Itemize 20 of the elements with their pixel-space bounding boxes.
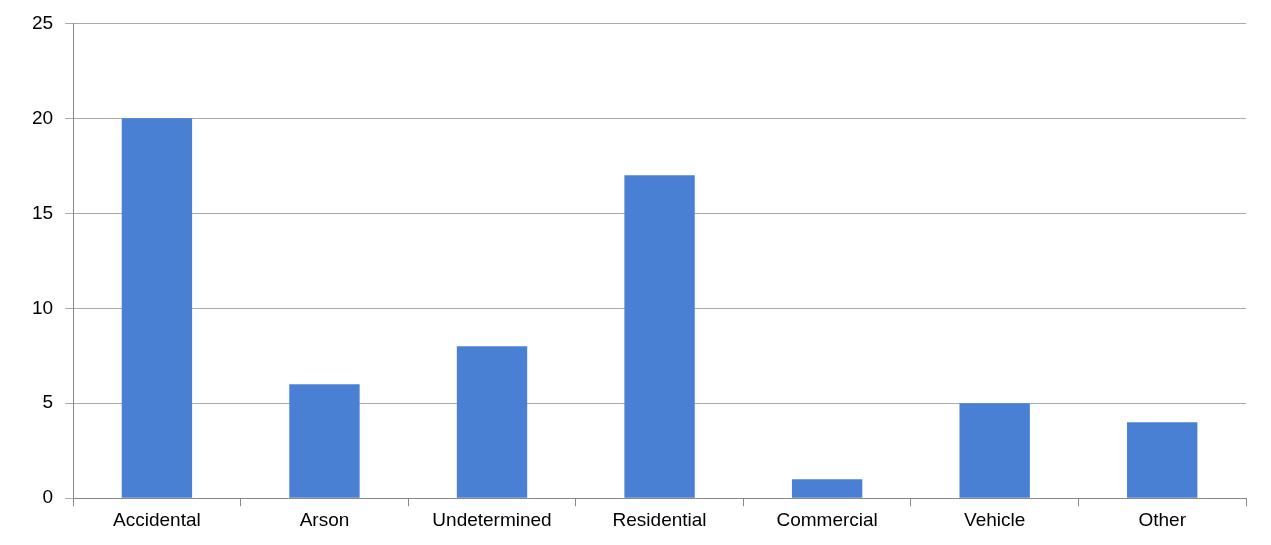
- x-tick-label: Residential: [612, 508, 707, 530]
- y-tick-label: 15: [31, 201, 54, 223]
- bar: [959, 403, 1030, 498]
- bar: [289, 384, 360, 498]
- bar: [456, 346, 528, 498]
- y-tick-label: 10: [31, 296, 54, 318]
- y-tick-label: 20: [31, 106, 54, 128]
- bar: [1127, 422, 1198, 498]
- y-tick-label: 5: [42, 391, 54, 413]
- x-tick-label: Arson: [299, 508, 350, 530]
- bar: [121, 118, 193, 498]
- x-tick-label: Undetermined: [432, 508, 552, 530]
- bar: [791, 479, 863, 498]
- x-tick-label: Other: [1138, 508, 1187, 530]
- x-tick-label: Accidental: [113, 508, 201, 530]
- y-tick-label: 25: [31, 11, 54, 33]
- x-tick-label: Vehicle: [964, 508, 1026, 530]
- y-tick-label: 0: [42, 486, 54, 508]
- bar: [624, 175, 695, 498]
- x-tick-label: Commercial: [776, 508, 878, 530]
